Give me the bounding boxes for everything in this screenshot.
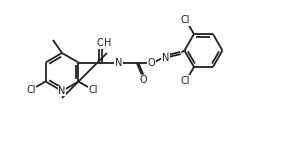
Text: N: N [115, 57, 122, 68]
Text: H: H [104, 38, 111, 48]
Text: Cl: Cl [89, 84, 98, 95]
Text: N: N [58, 86, 66, 96]
Text: Cl: Cl [181, 15, 190, 25]
Text: Cl: Cl [26, 84, 36, 95]
Text: N: N [162, 52, 169, 63]
Text: Cl: Cl [181, 76, 190, 86]
Text: O: O [139, 75, 147, 85]
Text: O: O [148, 57, 155, 68]
Text: O: O [97, 38, 104, 48]
